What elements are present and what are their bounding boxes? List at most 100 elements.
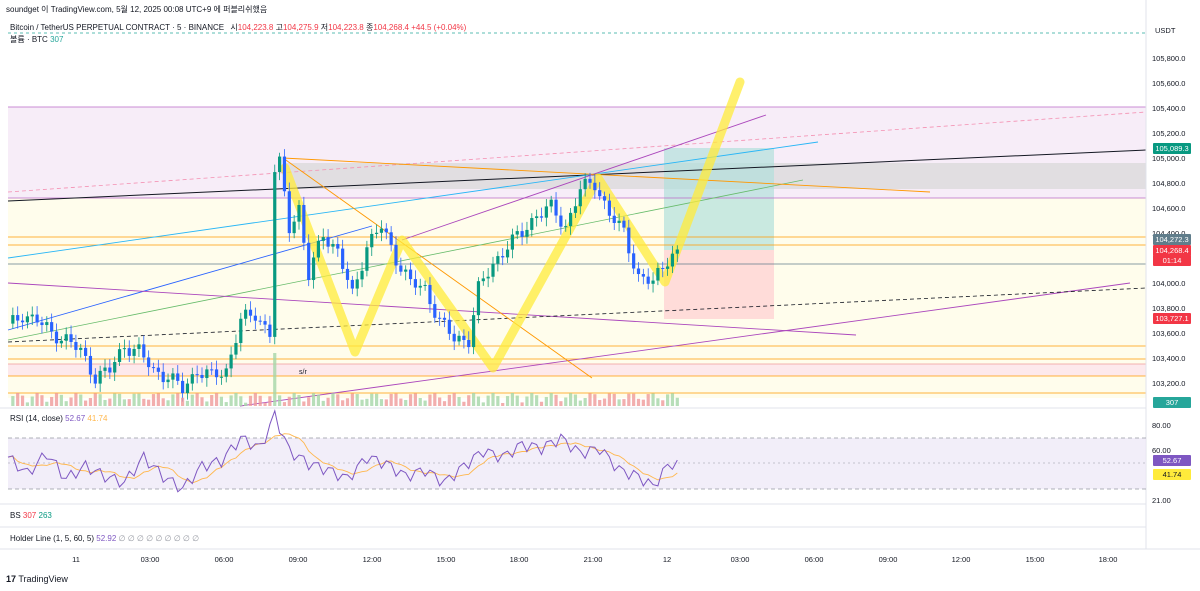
volume-bar (214, 393, 219, 406)
high-label: 고 (275, 23, 283, 32)
price-tick: 104,600.0 (1152, 204, 1186, 213)
volume-bar (510, 393, 514, 406)
candle-body (307, 242, 311, 281)
candle-body (326, 237, 330, 247)
candle-body (651, 280, 655, 284)
candle-body (311, 257, 316, 281)
candle-body (462, 335, 466, 340)
volume-bar (486, 395, 490, 406)
volume-bar (569, 393, 573, 406)
ohlc-legend[interactable]: Bitcoin / TetherUS PERPETUAL CONTRACT · … (10, 22, 466, 33)
volume-bar (472, 393, 476, 406)
candle-body (45, 322, 49, 326)
candle-body (88, 355, 93, 375)
volume-bar (423, 400, 427, 406)
low-label: 저 (320, 23, 329, 32)
volume-bar (74, 393, 78, 406)
trend-line-orange-top[interactable] (282, 157, 931, 193)
volume-bar (588, 393, 592, 406)
trend-line-orange-down[interactable] (282, 157, 593, 379)
price-tag-level-low[interactable]: 103,727.1 (1153, 313, 1191, 324)
volume-bar (341, 400, 345, 406)
rsi-legend[interactable]: RSI (14, close) 52.67 41.74 (10, 414, 107, 423)
volume-bar (64, 401, 68, 406)
change-value: +44.5 (+0.04%) (411, 23, 467, 32)
bs-legend[interactable]: BS 307 263 (10, 511, 52, 520)
volume-bar (656, 398, 660, 406)
volume-bar (50, 396, 54, 406)
volume-bar (147, 399, 151, 406)
holder-label: Holder Line (1, 5, 60, 5) (10, 534, 95, 543)
volume-bar (622, 399, 626, 406)
price-tick: 104,000.0 (1152, 279, 1186, 288)
candle-body (171, 373, 175, 380)
volume-label: 볼륨 · BTC (10, 35, 48, 44)
w-pattern-path[interactable] (280, 77, 745, 373)
candle-body (481, 278, 485, 282)
candle-body (670, 253, 675, 267)
volume-bar (16, 393, 20, 406)
trend-line-purple-down[interactable] (7, 282, 857, 336)
trend-line-dashed-black[interactable] (7, 287, 1147, 343)
currency-label[interactable]: USDT (1155, 26, 1176, 35)
volume-legend[interactable]: 볼륨 · BTC 307 (10, 34, 63, 45)
channel-line-purple[interactable] (401, 114, 767, 241)
candle-body (156, 367, 160, 372)
volume-bar (331, 393, 335, 406)
trend-line-pink-dashed[interactable] (7, 111, 1147, 193)
candle-body (535, 216, 539, 219)
volume-bar (505, 396, 510, 406)
trend-line-green[interactable] (7, 179, 804, 341)
candle-body (365, 247, 369, 271)
volume-bar (282, 402, 287, 406)
volume-bar (525, 396, 529, 406)
volume-bar (108, 398, 112, 406)
volume-bar (307, 397, 311, 406)
volume-bar (258, 395, 262, 406)
price-tag-level-mid[interactable]: 104,272.3 (1153, 234, 1191, 245)
holder-legend[interactable]: Holder Line (1, 5, 60, 5) 52.92 ∅ ∅ ∅ ∅ … (10, 534, 199, 543)
volume-bar (219, 396, 223, 406)
volume-bar (636, 398, 641, 406)
volume-bar (355, 394, 359, 406)
volume-bar (520, 402, 524, 406)
volume-bar (311, 393, 316, 406)
trend-line-black[interactable] (7, 149, 1147, 202)
volume-bar (248, 395, 253, 406)
last-price-tag[interactable]: 104,268.4 (1153, 245, 1191, 256)
volume-bar (559, 401, 563, 406)
volume-bar (292, 393, 296, 406)
candle-body (84, 347, 88, 356)
symbol-title[interactable]: Bitcoin / TetherUS PERPETUAL CONTRACT · … (10, 23, 225, 32)
price-tag-level-top[interactable]: 105,089.3 (1153, 143, 1191, 154)
candle-body (632, 253, 636, 269)
volume-bar (253, 393, 257, 406)
time-tick: 06:00 (214, 555, 234, 564)
candle-body (573, 206, 578, 213)
volume-bar (467, 395, 471, 406)
tradingview-logo[interactable]: 17 TradingView (6, 574, 68, 584)
volume-bar (404, 399, 408, 406)
volume-bar (389, 393, 393, 406)
trend-line-cyan[interactable] (7, 141, 819, 259)
volume-bar (268, 396, 272, 406)
volume-bar (98, 394, 102, 406)
sr-annotation[interactable]: s/r (299, 369, 307, 376)
candle-body (253, 315, 257, 321)
candle-body (219, 376, 223, 378)
volume-bar (661, 400, 665, 406)
long-position-stop[interactable] (664, 250, 774, 319)
trend-line-purple-up[interactable] (239, 282, 1131, 407)
volume-bar (365, 398, 369, 406)
volume-bar (607, 393, 611, 406)
volume-bar (399, 398, 403, 406)
candle-body (224, 368, 228, 377)
volume-bar (200, 397, 204, 406)
volume-bar (627, 393, 631, 406)
volume-bar (181, 397, 185, 406)
volume-bar (316, 394, 320, 406)
volume-bar (578, 400, 582, 406)
volume-bar (239, 396, 243, 406)
candle-body (370, 233, 374, 248)
